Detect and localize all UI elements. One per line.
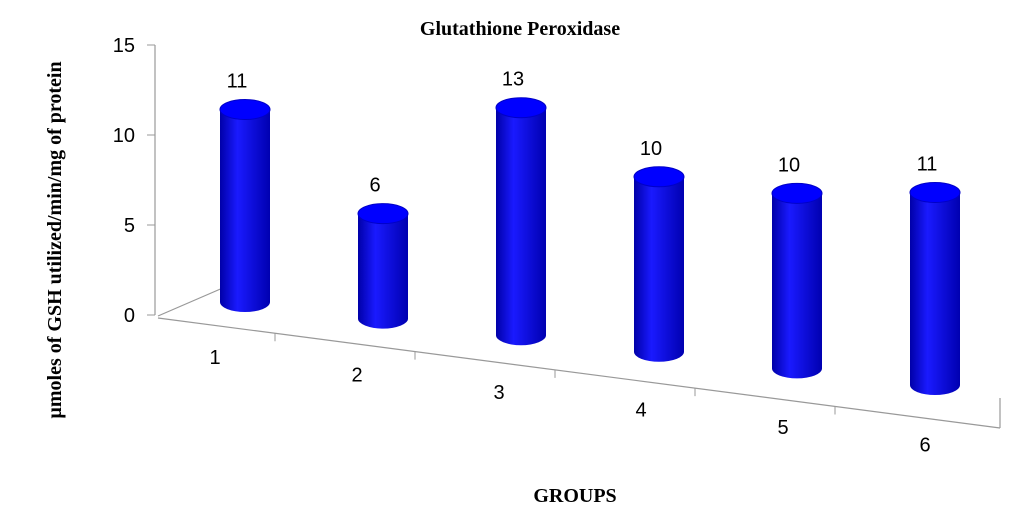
data-label: 11 <box>227 71 248 93</box>
y-tick-label: 0 <box>124 305 135 327</box>
data-label: 10 <box>640 138 662 160</box>
floor <box>154 45 1001 429</box>
chart-title: Glutathione Peroxidase <box>420 18 620 40</box>
x-tick-label: 2 <box>351 365 362 387</box>
bar <box>357 203 409 329</box>
data-label: 13 <box>502 69 524 91</box>
bar <box>495 97 547 346</box>
x-tick-label: 3 <box>493 382 504 404</box>
data-label: 11 <box>917 154 938 176</box>
x-tick-label: 5 <box>777 417 788 439</box>
y-tick-label: 15 <box>113 35 135 57</box>
bar <box>771 182 823 379</box>
data-label: 6 <box>369 175 380 197</box>
y-tick-label: 10 <box>113 125 135 147</box>
bar <box>219 99 271 312</box>
x-tick-label: 1 <box>209 347 220 369</box>
x-tick-label: 4 <box>635 400 646 422</box>
x-tick-label: 6 <box>919 435 930 457</box>
y-tick-label: 5 <box>124 215 135 237</box>
y-axis-label: µmoles of GSH utilized/min/mg of protein <box>44 61 66 419</box>
bar <box>633 166 685 362</box>
bar <box>909 182 961 395</box>
x-axis-label: GROUPS <box>533 485 616 507</box>
data-label: 10 <box>778 154 800 176</box>
